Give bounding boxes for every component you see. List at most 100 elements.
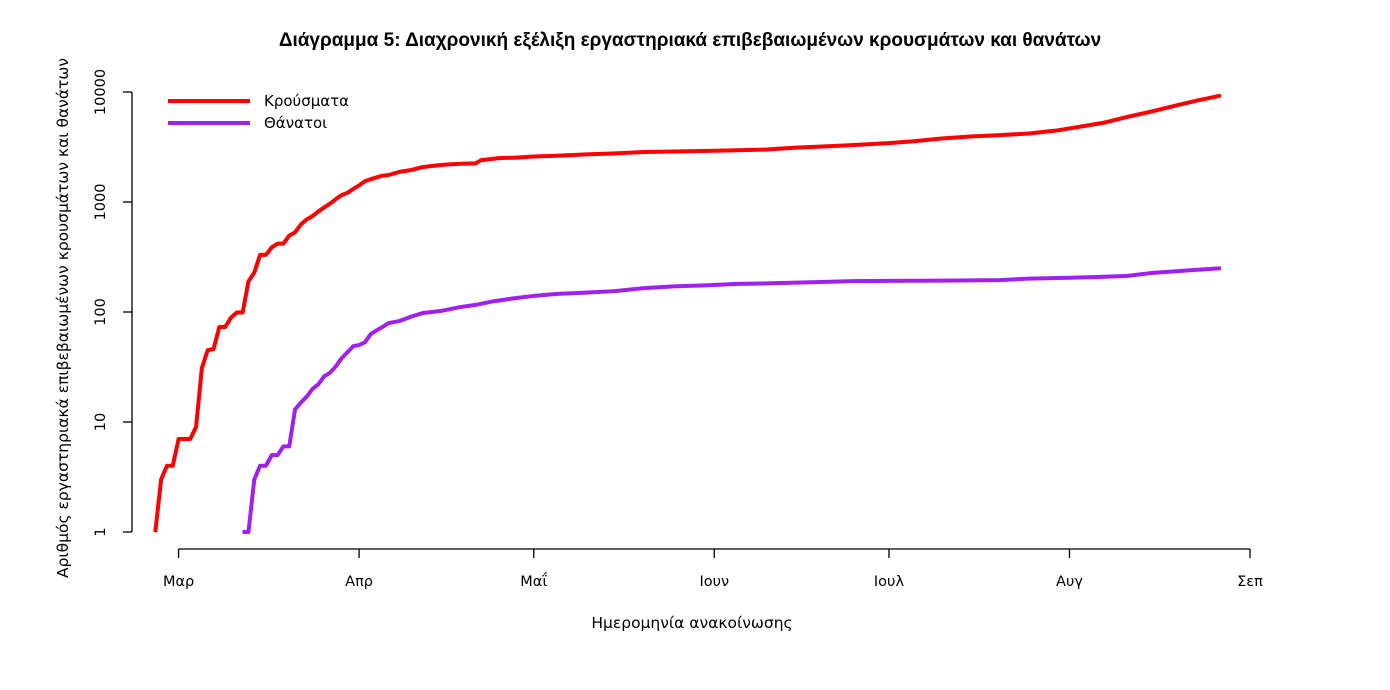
data-point	[352, 188, 354, 190]
data-point	[172, 465, 174, 467]
data-point	[364, 341, 366, 343]
data-point	[766, 282, 768, 284]
data-point	[364, 180, 366, 182]
data-point	[457, 163, 459, 165]
data-point	[276, 243, 279, 245]
data-point	[236, 311, 238, 314]
data-point	[381, 326, 383, 328]
data-point	[969, 135, 972, 138]
data-point	[1173, 270, 1175, 272]
data-point	[352, 345, 354, 347]
data-point	[1220, 94, 1222, 97]
data-point	[259, 254, 261, 256]
data-point	[323, 375, 325, 377]
data-point	[457, 306, 459, 309]
y-tick-label: 100	[93, 298, 109, 326]
data-point	[999, 134, 1001, 136]
data-point	[515, 297, 517, 299]
data-point	[387, 174, 389, 176]
data-point	[1196, 99, 1199, 102]
data-point	[672, 150, 675, 153]
data-point	[1103, 276, 1106, 278]
data-point	[474, 304, 477, 306]
data-point	[1080, 125, 1082, 128]
data-point	[824, 145, 826, 147]
data-point	[259, 465, 261, 467]
y-tick-label: 1	[93, 527, 109, 536]
x-tick-label: Μαρ	[163, 574, 194, 590]
data-point	[795, 282, 797, 284]
data-point	[824, 281, 826, 283]
series-line	[242, 266, 1222, 534]
data-point	[422, 166, 424, 168]
data-point	[306, 396, 308, 398]
series-2	[242, 266, 1222, 534]
data-point	[201, 367, 203, 369]
data-point	[1028, 132, 1030, 135]
data-point	[317, 383, 319, 385]
data-point	[672, 285, 675, 287]
data-point	[335, 198, 337, 200]
data-point	[422, 312, 424, 314]
data-point	[1196, 269, 1199, 271]
y-tick-label: 1000	[93, 184, 109, 221]
data-point	[218, 326, 220, 328]
series-layer	[153, 93, 1222, 534]
data-point	[440, 310, 442, 312]
series-1	[153, 93, 1222, 533]
axes: Μαρ Απρ Μαΐ Ιουν Ιουλ Αυγ Σεπ 1 10 100 1000 10000	[93, 69, 1263, 590]
data-point	[306, 218, 308, 220]
data-point	[707, 284, 710, 286]
data-point	[282, 243, 284, 245]
data-point	[375, 329, 378, 332]
data-point	[480, 159, 482, 161]
data-point	[1173, 105, 1175, 107]
data-point	[381, 175, 383, 177]
data-point	[247, 531, 250, 533]
x-axis-label: Ημερομηνία ανακοίνωσης	[591, 614, 792, 632]
data-point	[515, 156, 517, 159]
data-point	[341, 194, 343, 196]
data-point	[271, 246, 273, 248]
legend-label: Κρούσματα	[264, 92, 349, 110]
data-point	[999, 279, 1001, 281]
x-tick-label: Σεπ	[1237, 574, 1263, 590]
data-point	[207, 349, 209, 351]
data-point	[317, 210, 319, 213]
data-point	[853, 280, 855, 282]
data-point	[242, 531, 244, 533]
data-point	[766, 148, 768, 151]
x-tick-label: Ιουλ	[874, 574, 905, 590]
data-point	[1057, 129, 1059, 131]
data-point	[533, 295, 535, 297]
data-point	[585, 153, 587, 155]
x-tick-label: Ιουν	[699, 574, 729, 590]
data-point	[1127, 116, 1129, 118]
data-point	[288, 234, 290, 237]
data-point	[888, 280, 890, 282]
data-point	[853, 144, 855, 146]
data-point	[1028, 278, 1030, 280]
data-point	[795, 147, 797, 149]
data-point	[323, 206, 325, 209]
data-point	[474, 162, 477, 164]
data-point	[265, 254, 267, 256]
data-point	[271, 454, 273, 456]
data-point	[1220, 267, 1222, 269]
data-point	[300, 402, 302, 404]
data-point	[498, 157, 500, 159]
data-point	[399, 171, 401, 173]
legend: Κρούσματα Θάνατοι	[168, 92, 349, 132]
data-point	[346, 351, 349, 353]
data-point	[370, 178, 372, 180]
data-point	[556, 293, 558, 295]
data-point	[410, 315, 413, 318]
series-line	[153, 93, 1222, 533]
data-point	[1150, 111, 1152, 113]
data-point	[736, 283, 739, 285]
data-point	[230, 316, 232, 319]
data-point	[276, 454, 279, 456]
data-point	[614, 152, 616, 154]
data-point	[370, 333, 372, 335]
